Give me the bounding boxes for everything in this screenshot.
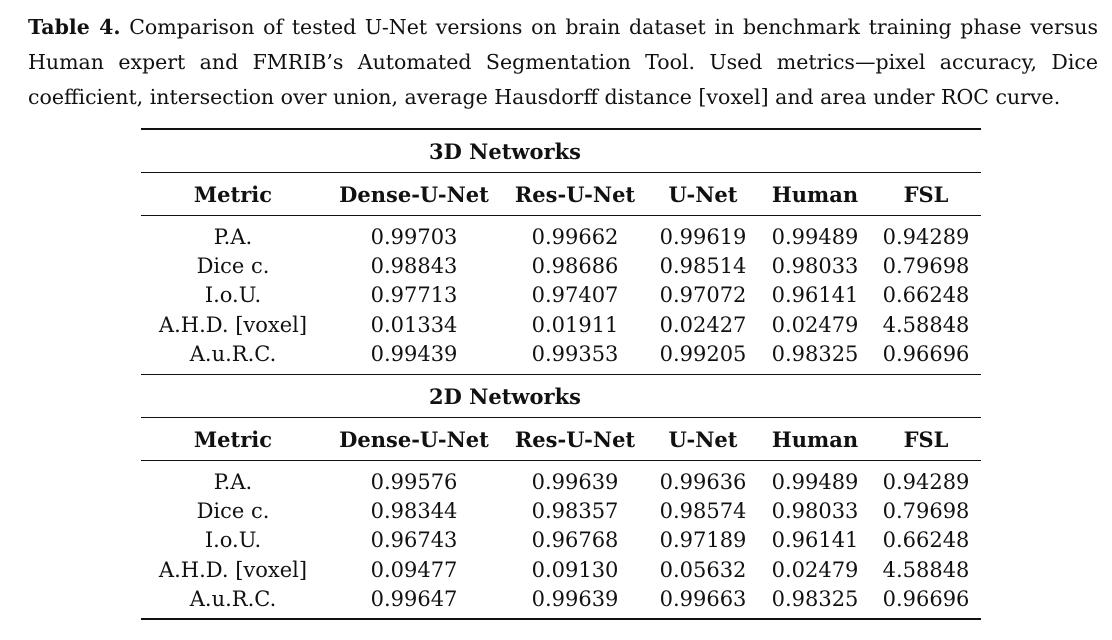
metric-cell: I.o.U. (204, 528, 262, 552)
table-caption: Table 4. Comparison of tested U-Net vers… (28, 10, 1098, 115)
metric-cell: I.o.U. (204, 283, 262, 307)
value-cell: 0.94289 (882, 225, 970, 249)
value-cell: 0.99353 (531, 342, 619, 366)
value-cell: 4.58848 (882, 313, 970, 337)
table-row: I.o.U. 0.97713 0.97407 0.97072 0.96141 0.6624… (141, 283, 981, 311)
table-row: A.H.D. [voxel] 0.09477 0.09130 0.05632 0.024… (141, 558, 981, 586)
metric-cell: A.H.D. [voxel] (158, 313, 308, 337)
header-rule (141, 460, 981, 461)
column-header: U-Net (668, 182, 738, 207)
table-row: Dice c. 0.98344 0.98357 0.98574 0.98033 0.796… (141, 499, 981, 527)
value-cell: 0.02427 (659, 313, 747, 337)
table-row: P.A. 0.99576 0.99639 0.99636 0.99489 0.94289 (141, 470, 981, 498)
table-row: A.u.R.C. 0.99647 0.99639 0.99663 0.98325 0.96… (141, 587, 981, 615)
value-cell: 0.98033 (771, 254, 859, 278)
value-cell: 0.96696 (882, 587, 970, 611)
value-cell: 0.66248 (882, 283, 970, 307)
value-cell: 0.98344 (370, 499, 458, 523)
metric-cell: A.u.R.C. (189, 587, 277, 611)
value-cell: 0.99439 (370, 342, 458, 366)
table-top-rule (141, 128, 981, 130)
column-header: Dense-U-Net (339, 182, 489, 207)
header-row: Metric Dense-U-Net Res-U-Net U-Net Human FSL (141, 427, 981, 455)
value-cell: 0.97189 (659, 528, 747, 552)
value-cell: 0.09477 (370, 558, 458, 582)
column-header: Metric (193, 182, 273, 207)
value-cell: 0.99205 (659, 342, 747, 366)
metric-cell: A.u.R.C. (189, 342, 277, 366)
value-cell: 0.96141 (771, 283, 859, 307)
value-cell: 0.98325 (771, 587, 859, 611)
column-header: U-Net (668, 427, 738, 452)
value-cell: 0.99576 (370, 470, 458, 494)
table-row: P.A. 0.99703 0.99662 0.99619 0.99489 0.94289 (141, 225, 981, 253)
value-cell: 0.96696 (882, 342, 970, 366)
value-cell: 0.99647 (370, 587, 458, 611)
value-cell: 0.97072 (659, 283, 747, 307)
value-cell: 0.79698 (882, 499, 970, 523)
value-cell: 0.01334 (370, 313, 458, 337)
value-cell: 0.97713 (370, 283, 458, 307)
section-rule (141, 417, 981, 418)
section-divider-rule (141, 374, 981, 375)
value-cell: 0.99662 (531, 225, 619, 249)
value-cell: 0.98843 (370, 254, 458, 278)
value-cell: 0.99703 (370, 225, 458, 249)
value-cell: 0.96768 (531, 528, 619, 552)
section-title: 2D Networks (429, 384, 581, 409)
value-cell: 0.97407 (531, 283, 619, 307)
value-cell: 0.98325 (771, 342, 859, 366)
metric-cell: P.A. (213, 470, 253, 494)
value-cell: 0.99663 (659, 587, 747, 611)
value-cell: 0.98574 (659, 499, 747, 523)
section-title: 3D Networks (429, 139, 581, 164)
value-cell: 4.58848 (882, 558, 970, 582)
caption-text: Comparison of tested U-Net versions on b… (28, 15, 1098, 109)
value-cell: 0.98033 (771, 499, 859, 523)
value-cell: 0.94289 (882, 470, 970, 494)
metric-cell: A.H.D. [voxel] (158, 558, 308, 582)
column-header: Res-U-Net (514, 182, 636, 207)
metric-cell: Dice c. (196, 499, 270, 523)
value-cell: 0.99639 (531, 470, 619, 494)
value-cell: 0.99619 (659, 225, 747, 249)
value-cell: 0.99489 (771, 470, 859, 494)
column-header: Human (771, 427, 859, 452)
column-header: Res-U-Net (514, 427, 636, 452)
table-row: I.o.U. 0.96743 0.96768 0.97189 0.96141 0.6624… (141, 528, 981, 556)
value-cell: 0.66248 (882, 528, 970, 552)
column-header: Metric (193, 427, 273, 452)
column-header: Dense-U-Net (339, 427, 489, 452)
caption-label: Table 4. (28, 15, 121, 39)
value-cell: 0.99639 (531, 587, 619, 611)
metric-cell: P.A. (213, 225, 253, 249)
table-row: A.H.D. [voxel] 0.01334 0.01911 0.02427 0.024… (141, 313, 981, 341)
value-cell: 0.98357 (531, 499, 619, 523)
value-cell: 0.99636 (659, 470, 747, 494)
table-bottom-rule (141, 618, 981, 620)
value-cell: 0.02479 (771, 313, 859, 337)
value-cell: 0.02479 (771, 558, 859, 582)
header-rule (141, 215, 981, 216)
value-cell: 0.01911 (531, 313, 619, 337)
header-row: Metric Dense-U-Net Res-U-Net U-Net Human FSL (141, 182, 981, 210)
value-cell: 0.98514 (659, 254, 747, 278)
metric-cell: Dice c. (196, 254, 270, 278)
value-cell: 0.09130 (531, 558, 619, 582)
value-cell: 0.79698 (882, 254, 970, 278)
section-rule (141, 172, 981, 173)
table-row: A.u.R.C. 0.99439 0.99353 0.99205 0.98325 0.96… (141, 342, 981, 370)
value-cell: 0.96141 (771, 528, 859, 552)
column-header: FSL (903, 427, 949, 452)
column-header: Human (771, 182, 859, 207)
value-cell: 0.98686 (531, 254, 619, 278)
table-row: Dice c. 0.98843 0.98686 0.98514 0.98033 0.796… (141, 254, 981, 282)
column-header: FSL (903, 182, 949, 207)
value-cell: 0.05632 (659, 558, 747, 582)
value-cell: 0.99489 (771, 225, 859, 249)
value-cell: 0.96743 (370, 528, 458, 552)
